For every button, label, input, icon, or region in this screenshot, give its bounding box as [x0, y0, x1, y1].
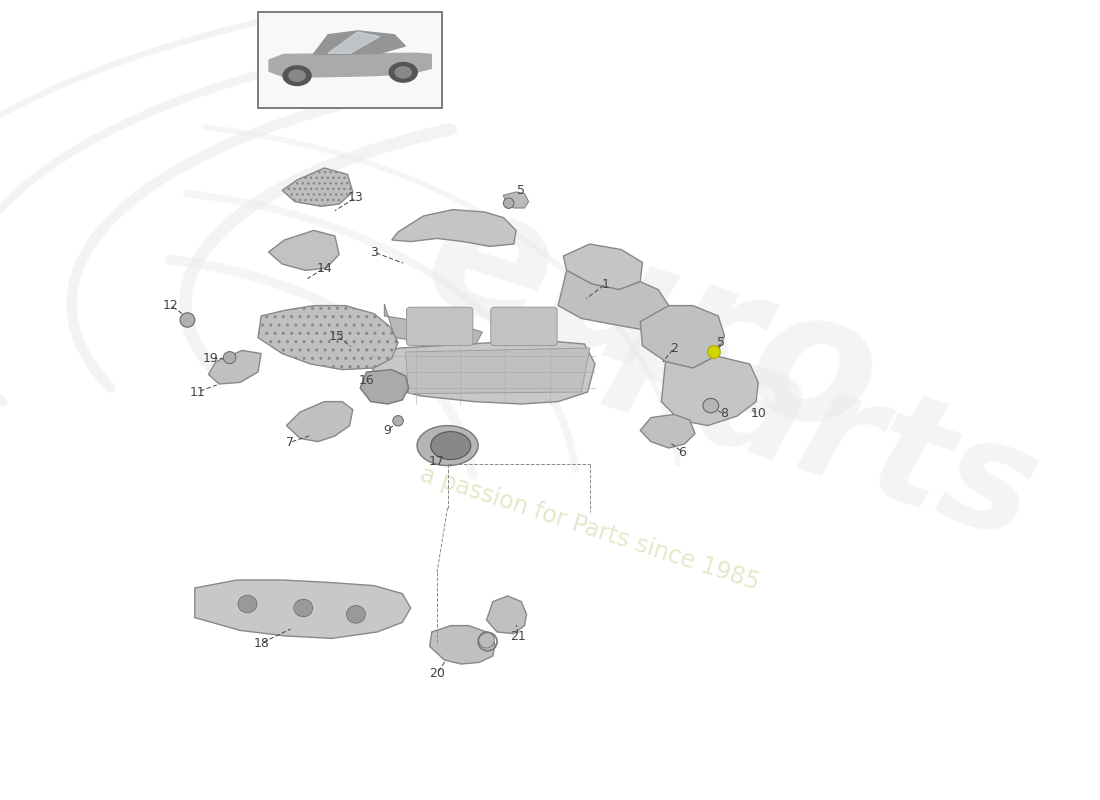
- Polygon shape: [328, 32, 380, 54]
- Text: 5: 5: [717, 336, 725, 349]
- Polygon shape: [640, 306, 725, 368]
- Polygon shape: [563, 244, 642, 290]
- Ellipse shape: [389, 62, 417, 82]
- Polygon shape: [258, 306, 398, 370]
- Ellipse shape: [478, 632, 494, 648]
- Bar: [258, 12, 442, 108]
- Ellipse shape: [223, 351, 235, 363]
- Text: Parts: Parts: [587, 293, 1056, 571]
- Text: 11: 11: [190, 386, 206, 398]
- Ellipse shape: [180, 313, 195, 327]
- Text: 17: 17: [429, 455, 446, 468]
- Ellipse shape: [431, 432, 471, 459]
- Text: 9: 9: [384, 424, 392, 437]
- Polygon shape: [314, 31, 406, 54]
- Text: 1: 1: [602, 278, 609, 290]
- Ellipse shape: [703, 398, 718, 413]
- Text: 6: 6: [679, 446, 686, 458]
- Text: 20: 20: [429, 667, 446, 680]
- Text: 3: 3: [370, 246, 377, 258]
- Ellipse shape: [238, 595, 257, 613]
- Text: a passion for Parts since 1985: a passion for Parts since 1985: [417, 462, 762, 594]
- Text: 7: 7: [286, 436, 294, 449]
- Ellipse shape: [417, 426, 478, 466]
- Ellipse shape: [707, 346, 721, 358]
- Ellipse shape: [283, 66, 311, 86]
- Text: 2: 2: [670, 342, 678, 354]
- Text: 12: 12: [163, 299, 178, 312]
- Polygon shape: [406, 348, 590, 394]
- Polygon shape: [486, 596, 527, 634]
- Text: 16: 16: [359, 374, 374, 386]
- Polygon shape: [430, 626, 495, 664]
- Polygon shape: [384, 304, 482, 344]
- Ellipse shape: [504, 198, 514, 209]
- Text: 18: 18: [253, 637, 270, 650]
- Ellipse shape: [346, 606, 365, 623]
- Polygon shape: [392, 210, 516, 246]
- Polygon shape: [371, 340, 595, 404]
- Text: 19: 19: [202, 352, 219, 365]
- FancyBboxPatch shape: [407, 307, 473, 346]
- Ellipse shape: [395, 66, 411, 78]
- Polygon shape: [360, 370, 408, 404]
- Ellipse shape: [393, 415, 404, 426]
- Text: 8: 8: [720, 407, 728, 420]
- Polygon shape: [661, 356, 758, 426]
- Polygon shape: [504, 192, 529, 208]
- Polygon shape: [195, 580, 410, 638]
- Text: euro: euro: [405, 165, 901, 475]
- FancyBboxPatch shape: [491, 307, 557, 346]
- Text: 21: 21: [510, 630, 526, 642]
- Polygon shape: [270, 54, 431, 77]
- Polygon shape: [558, 270, 669, 330]
- Text: 14: 14: [317, 262, 332, 274]
- Ellipse shape: [289, 70, 305, 82]
- Text: 5: 5: [517, 184, 526, 197]
- Ellipse shape: [294, 599, 312, 617]
- Text: 15: 15: [329, 330, 345, 342]
- Text: 13: 13: [348, 191, 364, 204]
- Polygon shape: [209, 350, 261, 384]
- Polygon shape: [640, 414, 695, 448]
- Polygon shape: [268, 230, 339, 270]
- Polygon shape: [286, 402, 353, 442]
- Text: 10: 10: [750, 407, 767, 420]
- Polygon shape: [283, 168, 353, 206]
